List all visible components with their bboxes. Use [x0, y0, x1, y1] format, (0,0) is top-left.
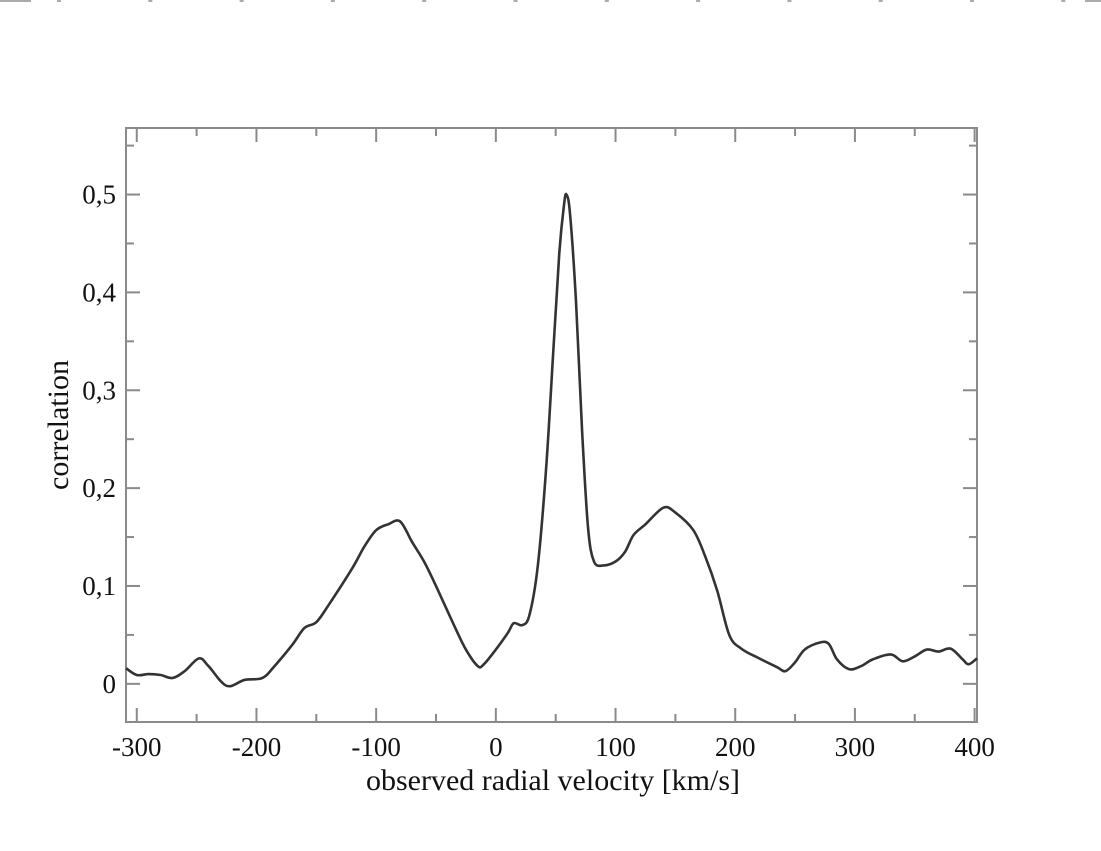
x-tick-label: -200	[232, 732, 282, 762]
top-dash	[148, 0, 153, 2]
plot-frame	[125, 127, 978, 723]
x-tick-label: 200	[715, 732, 756, 762]
x-tick-label: -300	[112, 732, 162, 762]
y-tick-label: 0,3	[82, 375, 116, 405]
x-tick-label: 300	[835, 732, 876, 762]
x-tick-label: -100	[351, 732, 401, 762]
y-tick-label: 0	[103, 669, 117, 699]
top-dash	[787, 0, 792, 2]
top-dash	[422, 0, 427, 2]
y-tick-label: 0,5	[82, 180, 116, 210]
top-dash	[239, 0, 244, 2]
x-tick-labels: -300 -200 -100 0 100 200 300 400	[112, 732, 995, 762]
top-dash	[330, 0, 335, 2]
y-axis-label: correlation	[42, 360, 75, 490]
top-dash	[0, 0, 31, 2]
top-edge-dashes	[0, 0, 1101, 2]
y-tick-labels: 0 0,1 0,2 0,3 0,4 0,5	[82, 180, 116, 699]
axis-ticks	[126, 128, 977, 722]
series-line-correlation	[125, 192, 978, 688]
top-dash	[1061, 0, 1066, 2]
top-dash	[604, 0, 609, 2]
x-axis-label: observed radial velocity [km/s]	[366, 764, 740, 797]
x-tick-label: 0	[489, 732, 503, 762]
y-tick-label: 0,1	[82, 571, 116, 601]
top-dash	[513, 0, 518, 2]
top-dash	[57, 0, 61, 2]
y-tick-label: 0,2	[82, 473, 116, 503]
top-dash	[696, 0, 701, 2]
top-dash	[1085, 0, 1101, 2]
top-dash	[878, 0, 883, 2]
x-tick-label: 100	[595, 732, 636, 762]
y-tick-label: 0,4	[82, 277, 116, 307]
x-tick-label: 400	[954, 732, 995, 762]
top-dash	[970, 0, 974, 2]
